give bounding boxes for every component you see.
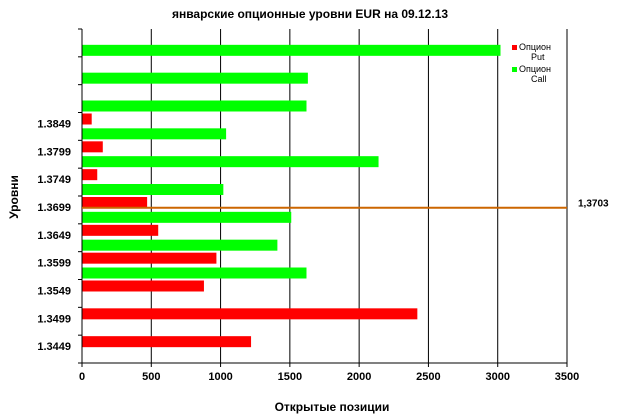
y-tick-label-1.3499: 1.3499	[37, 313, 71, 325]
x-tick-label-500: 500	[142, 371, 160, 383]
put-bar-6	[82, 169, 98, 181]
reference-line-group: 1,3703	[82, 199, 609, 210]
gridlines	[150, 29, 568, 363]
call-bar-3	[82, 267, 307, 279]
call-bar-6	[82, 184, 224, 195]
legend-label-0-line-2: Put	[531, 52, 545, 62]
call-bar-8	[82, 128, 227, 140]
put-bar-7	[82, 141, 103, 153]
call-bar-10	[82, 72, 308, 84]
put-bar-1	[82, 308, 418, 320]
x-tick-labels: 0 500 1000 1500 2000 2500 3000 3500	[79, 371, 579, 383]
y-tick-label-1.3549: 1.3549	[37, 286, 71, 298]
legend-swatch-1	[512, 67, 517, 72]
legend-label-0-line-1: Опцион	[519, 42, 551, 52]
y-tick-label-1.3849: 1.3849	[37, 119, 71, 131]
y-tick-label-1.3749: 1.3749	[37, 174, 71, 186]
x-axis-title: Открытые позиции	[275, 400, 390, 414]
reference-line-label: 1,3703	[578, 199, 609, 210]
y-tick-label-1.3599: 1.3599	[37, 258, 71, 270]
x-tick-label-3000: 3000	[485, 371, 509, 383]
x-tick-label-0: 0	[79, 371, 85, 383]
y-axis-title: Уровни	[7, 175, 21, 219]
x-tick-label-3500: 3500	[555, 371, 579, 383]
x-tick-label-1500: 1500	[278, 371, 302, 383]
y-tick-label-1.3449: 1.3449	[37, 341, 71, 353]
x-tick-label-2000: 2000	[347, 371, 371, 383]
put-bar-3	[82, 252, 217, 264]
put-bar-2	[82, 280, 204, 292]
call-bar-11	[82, 44, 501, 56]
put-bar-8	[82, 113, 92, 125]
x-tick-label-2500: 2500	[416, 371, 440, 383]
x-tick-label-1000: 1000	[208, 371, 232, 383]
put-bar-4	[82, 224, 159, 236]
call-bar-7	[82, 156, 379, 168]
legend-label-1-line-1: Опцион	[519, 64, 551, 74]
legend-swatch-0	[512, 45, 517, 50]
call-bar-5	[82, 211, 292, 223]
put-bar-5	[82, 197, 148, 208]
y-tick-label-1.3799: 1.3799	[37, 146, 71, 158]
y-tick-label-1.3699: 1.3699	[37, 202, 71, 214]
chart-title: январские опционные уровни EUR на 09.12.…	[172, 7, 448, 21]
legend-label-1-line-2: Call	[531, 74, 547, 84]
y-tick-label-1.3649: 1.3649	[37, 230, 71, 242]
call-bar-9	[82, 100, 307, 112]
put-bar-0	[82, 336, 252, 348]
bars	[82, 44, 501, 348]
y-tick-labels: 1.3449 1.3499 1.3549 1.3599 1.3649 1.3699 1.37…	[37, 119, 71, 354]
axes	[78, 28, 568, 367]
call-bar-4	[82, 239, 278, 251]
